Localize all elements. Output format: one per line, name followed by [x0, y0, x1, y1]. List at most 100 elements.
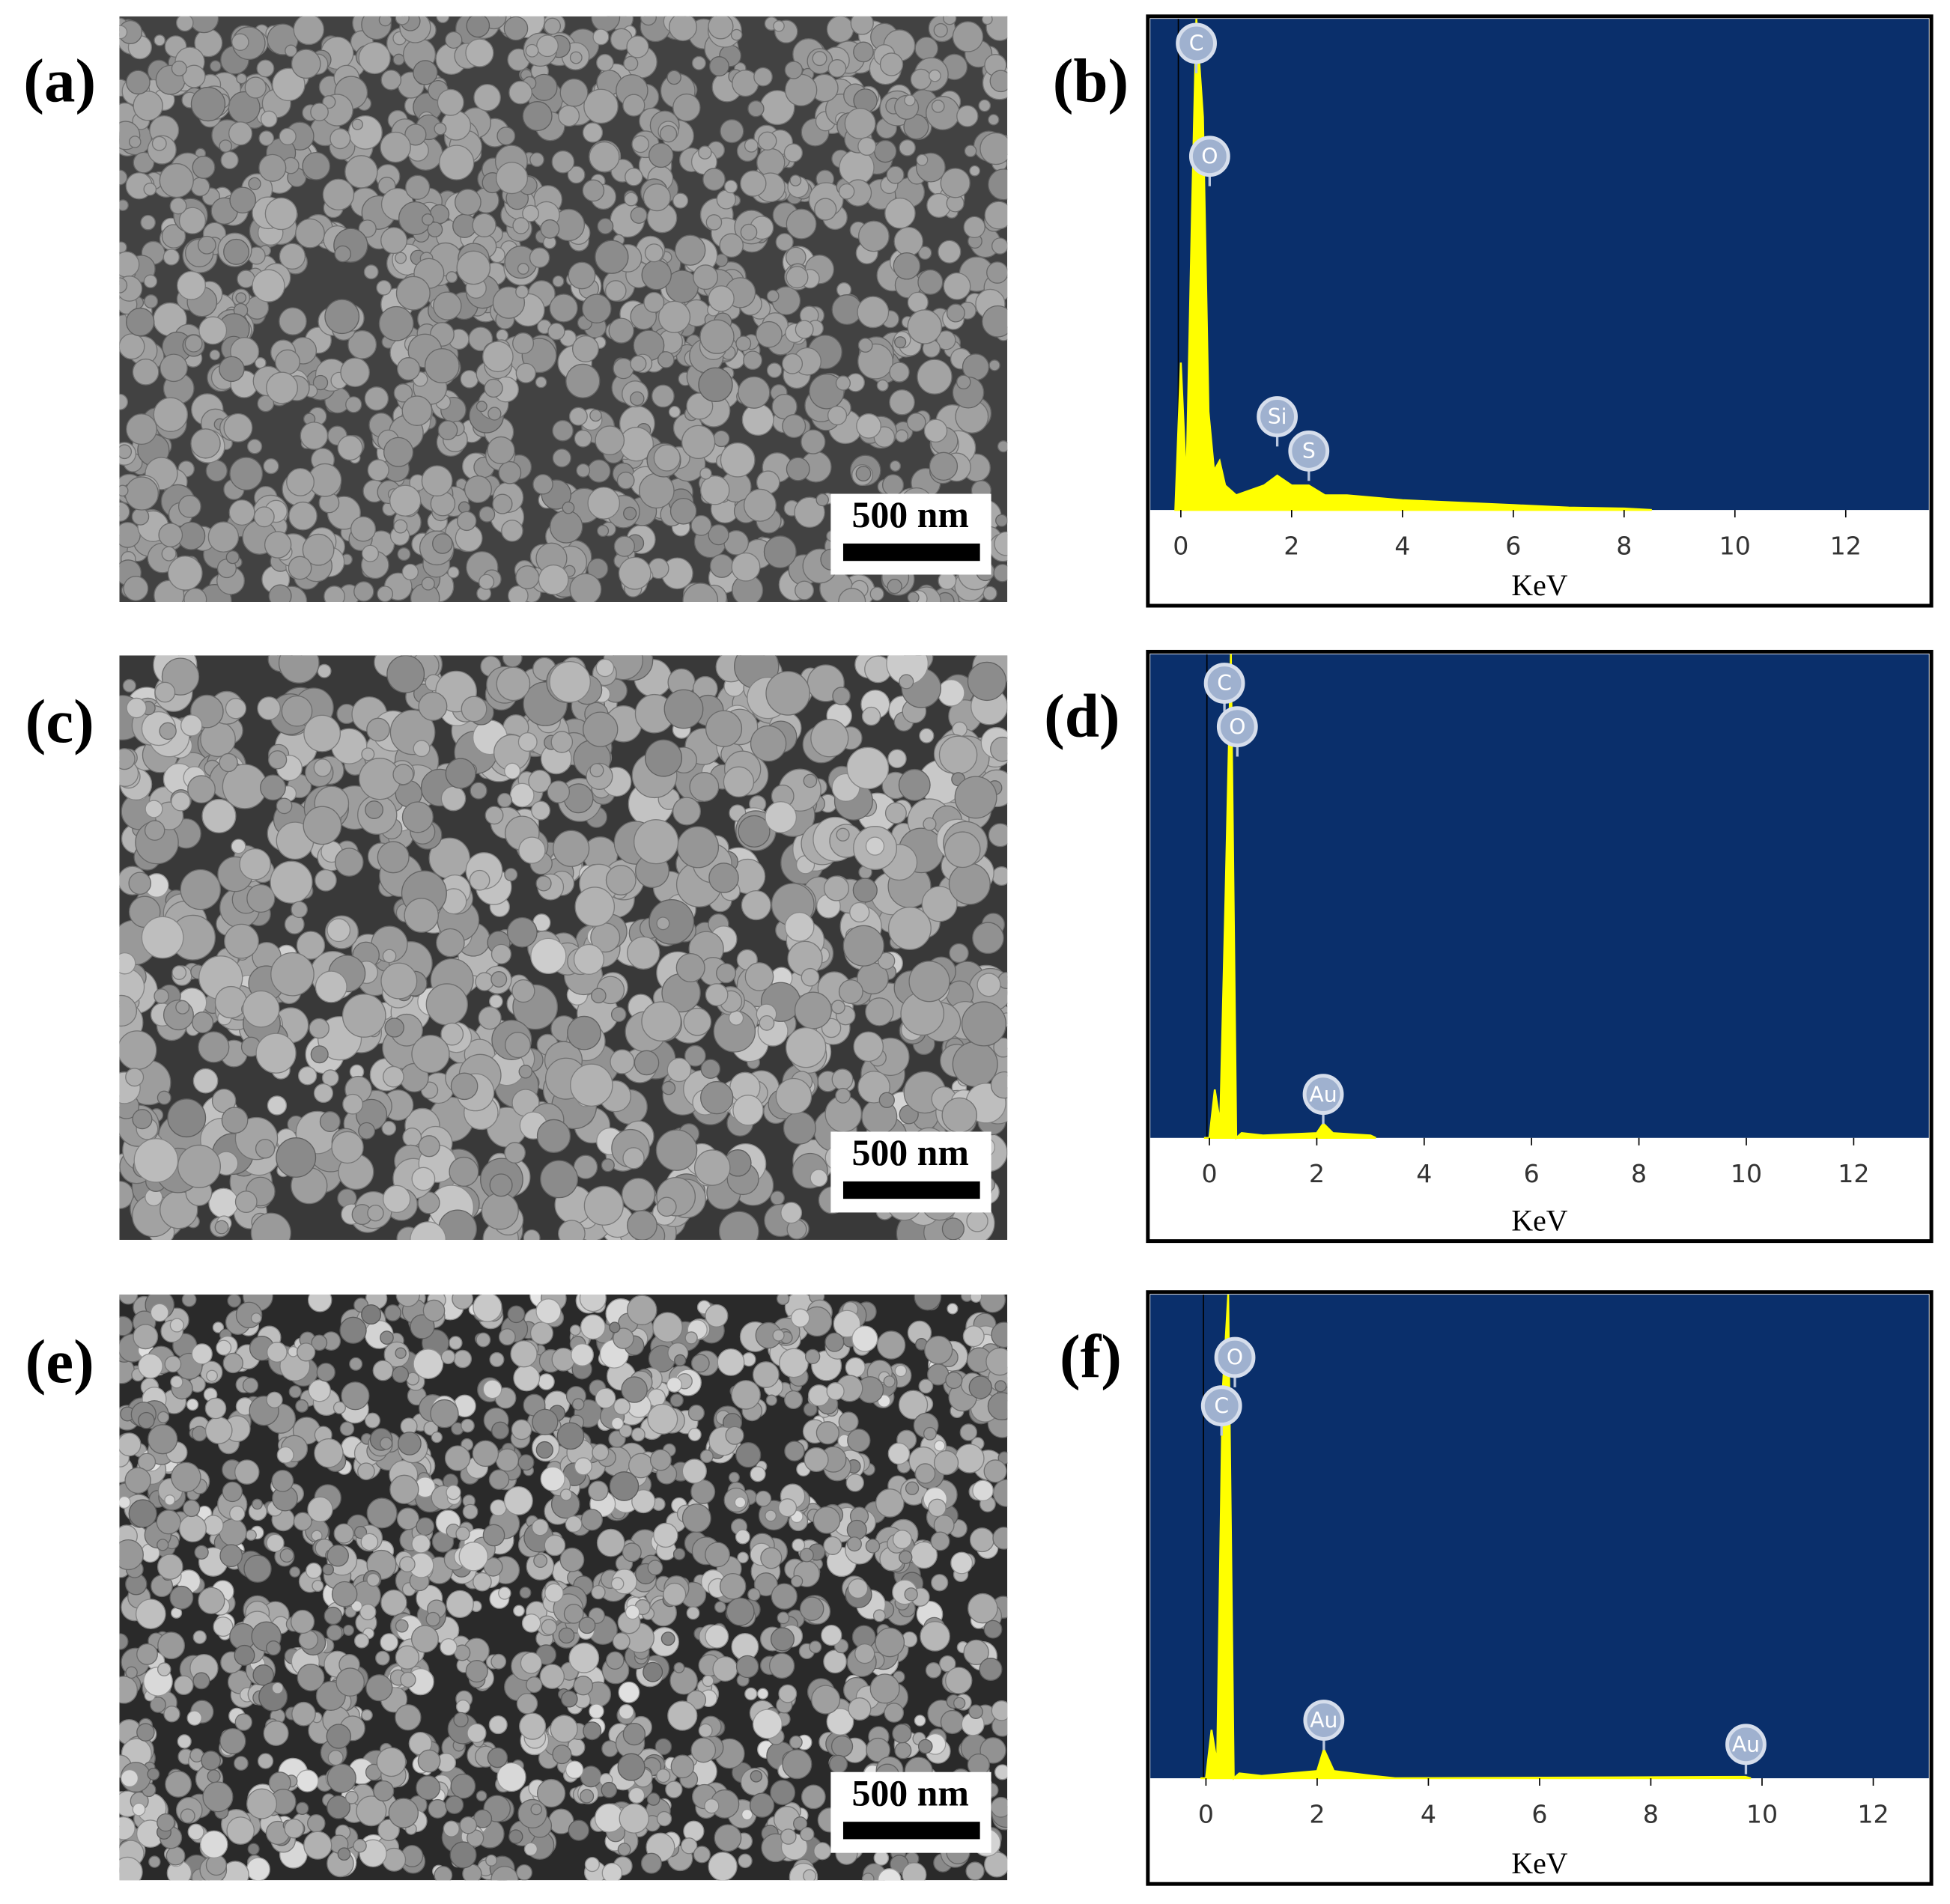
- particle: [967, 661, 1007, 702]
- particle: [933, 1450, 959, 1476]
- particle: [507, 1305, 526, 1324]
- particle: [291, 1701, 316, 1727]
- particle: [553, 830, 590, 867]
- particle: [568, 1642, 600, 1673]
- particle: [461, 1418, 475, 1433]
- particle: [489, 1173, 513, 1197]
- particle: [768, 1652, 795, 1679]
- particle: [465, 1660, 488, 1683]
- particle: [652, 1312, 683, 1343]
- particle: [833, 1310, 861, 1338]
- particle: [738, 1853, 753, 1869]
- particle: [373, 1780, 395, 1802]
- particle: [400, 1671, 416, 1688]
- particle: [914, 1463, 936, 1484]
- particle: [838, 183, 855, 200]
- particle: [401, 801, 434, 833]
- particle: [836, 827, 850, 842]
- particle: [351, 118, 363, 130]
- particle: [380, 227, 408, 255]
- particle: [206, 1369, 218, 1382]
- particle: [580, 1789, 595, 1804]
- particle: [381, 1121, 397, 1136]
- sem-image: [119, 1295, 1008, 1881]
- particle: [440, 110, 472, 141]
- particle: [821, 1624, 842, 1646]
- particle: [773, 19, 785, 32]
- particle: [143, 274, 158, 288]
- particle: [411, 1167, 436, 1191]
- particle: [609, 1471, 640, 1501]
- particle: [889, 460, 902, 472]
- particle: [618, 1704, 634, 1720]
- scale-bar-text: 500 nm: [851, 494, 968, 535]
- particle: [583, 1721, 602, 1741]
- particle: [622, 1542, 642, 1563]
- particle: [782, 353, 804, 374]
- particle: [535, 1298, 562, 1324]
- particle: [376, 1747, 407, 1777]
- particle: [838, 1411, 859, 1432]
- particle: [177, 1144, 221, 1188]
- particle: [889, 389, 915, 416]
- particle: [389, 484, 422, 517]
- particle: [416, 1775, 441, 1801]
- particle: [132, 1109, 153, 1130]
- particle: [574, 1457, 593, 1476]
- particle: [558, 105, 580, 127]
- particle: [550, 731, 574, 753]
- particle: [315, 970, 347, 1003]
- particle: [180, 714, 203, 737]
- particle: [783, 1111, 816, 1145]
- particle: [952, 21, 984, 52]
- particle: [476, 1332, 491, 1348]
- particle: [361, 1304, 382, 1325]
- particle: [601, 1781, 618, 1798]
- particle: [157, 1813, 175, 1832]
- particle: [326, 918, 351, 943]
- particle: [485, 1854, 498, 1867]
- particle: [339, 1421, 355, 1437]
- particle: [156, 1509, 181, 1535]
- particle: [683, 1007, 712, 1036]
- particle: [589, 763, 604, 778]
- particle: [518, 836, 546, 864]
- particle: [312, 374, 329, 391]
- particle: [592, 1444, 610, 1462]
- particle: [743, 350, 762, 371]
- particle: [665, 1780, 683, 1798]
- particle: [686, 1606, 700, 1620]
- scale-bar-box: [830, 1771, 991, 1853]
- particle: [712, 1656, 738, 1682]
- particle: [647, 1403, 678, 1435]
- particle: [611, 1417, 625, 1430]
- particle: [656, 1810, 672, 1827]
- particle: [574, 886, 616, 927]
- particle: [892, 1530, 912, 1550]
- particle: [744, 1687, 758, 1700]
- particle: [341, 994, 386, 1038]
- particle: [940, 168, 971, 198]
- particle: [640, 16, 657, 26]
- particle: [547, 780, 571, 803]
- particle: [523, 1229, 541, 1240]
- particle: [690, 1354, 710, 1373]
- particle: [571, 1342, 594, 1366]
- particle: [985, 1347, 1008, 1376]
- particle: [737, 1551, 749, 1564]
- particle: [699, 475, 730, 505]
- particle: [432, 533, 453, 554]
- particle: [565, 1760, 584, 1779]
- particle: [766, 362, 783, 378]
- particle: [983, 1619, 1003, 1639]
- scale-bar: [842, 1822, 980, 1840]
- particle: [377, 586, 394, 603]
- particle: [626, 936, 660, 970]
- particle: [449, 1336, 463, 1350]
- particle: [568, 407, 588, 426]
- particle: [740, 223, 758, 241]
- particle: [308, 1379, 331, 1402]
- particle: [510, 1340, 538, 1368]
- plot-background: [1150, 1295, 1929, 1779]
- particle: [174, 1675, 194, 1695]
